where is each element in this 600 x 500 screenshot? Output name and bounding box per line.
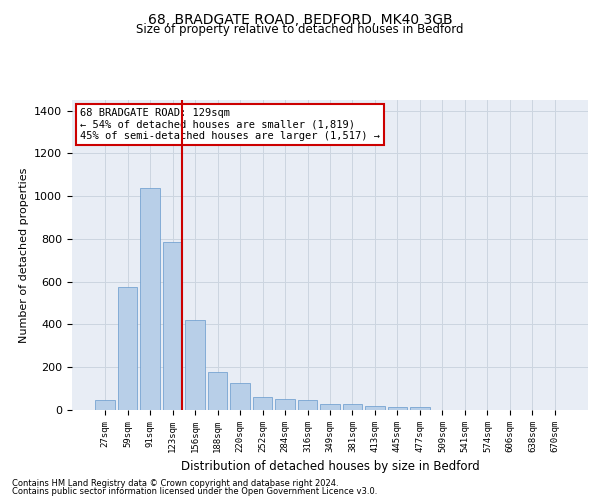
Bar xyxy=(298,400,317,410)
Bar xyxy=(208,372,227,410)
Bar xyxy=(410,408,430,410)
Bar xyxy=(163,242,182,410)
Bar xyxy=(95,400,115,410)
Bar xyxy=(320,404,340,410)
Text: 68 BRADGATE ROAD: 129sqm
← 54% of detached houses are smaller (1,819)
45% of sem: 68 BRADGATE ROAD: 129sqm ← 54% of detach… xyxy=(80,108,380,141)
Bar xyxy=(185,320,205,410)
Bar xyxy=(365,406,385,410)
Bar xyxy=(140,188,160,410)
Y-axis label: Number of detached properties: Number of detached properties xyxy=(19,168,29,342)
Text: Contains public sector information licensed under the Open Government Licence v3: Contains public sector information licen… xyxy=(12,487,377,496)
Bar xyxy=(230,382,250,410)
Bar xyxy=(253,396,272,410)
Bar xyxy=(388,407,407,410)
Bar xyxy=(275,400,295,410)
Text: Size of property relative to detached houses in Bedford: Size of property relative to detached ho… xyxy=(136,22,464,36)
X-axis label: Distribution of detached houses by size in Bedford: Distribution of detached houses by size … xyxy=(181,460,479,473)
Bar xyxy=(118,287,137,410)
Text: 68, BRADGATE ROAD, BEDFORD, MK40 3GB: 68, BRADGATE ROAD, BEDFORD, MK40 3GB xyxy=(148,12,452,26)
Text: Contains HM Land Registry data © Crown copyright and database right 2024.: Contains HM Land Registry data © Crown c… xyxy=(12,478,338,488)
Bar xyxy=(343,404,362,410)
